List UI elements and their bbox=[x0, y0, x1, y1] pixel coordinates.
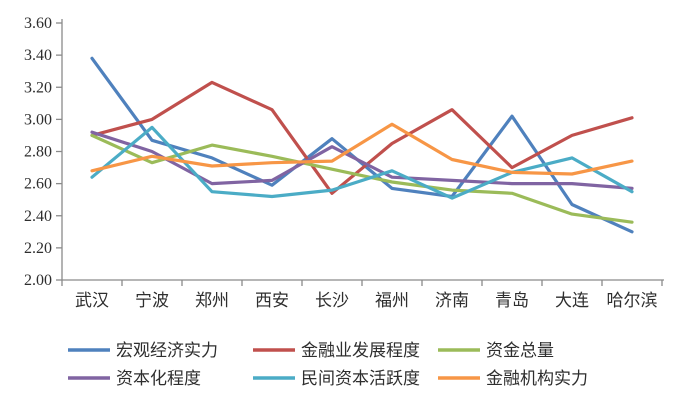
x-category-label: 大连 bbox=[555, 291, 589, 310]
y-axis: 2.00 2.20 2.40 2.60 2.80 3.00 3.20 3.40 3.60 bbox=[24, 15, 63, 289]
legend-item: 资本化程度 bbox=[68, 369, 201, 388]
legend-item: 资金总量 bbox=[438, 341, 554, 360]
y-tick-label: 3.60 bbox=[24, 15, 52, 32]
series-line-2 bbox=[90, 133, 634, 224]
x-category-label: 长沙 bbox=[315, 291, 349, 310]
y-tick-label: 2.80 bbox=[24, 144, 52, 161]
x-category-label: 宁波 bbox=[135, 291, 169, 310]
x-category-label: 西安 bbox=[255, 291, 289, 310]
y-tick-label: 2.60 bbox=[24, 176, 52, 193]
legend-label: 资金总量 bbox=[486, 341, 554, 360]
x-category-label: 武汉 bbox=[75, 291, 109, 310]
x-axis: 武汉 宁波 郑州 西安 长沙 福州 济南 青岛 大连 哈尔滨 bbox=[61, 279, 664, 310]
series-line-3 bbox=[90, 130, 634, 190]
legend-item: 宏观经济实力 bbox=[68, 341, 218, 360]
series-line-5 bbox=[90, 122, 634, 176]
legend-item: 金融机构实力 bbox=[438, 369, 588, 388]
series-line-1 bbox=[90, 80, 634, 195]
legend-label: 宏观经济实力 bbox=[116, 341, 218, 360]
y-tick-label: 3.00 bbox=[24, 111, 52, 128]
legend-label: 金融业发展程度 bbox=[301, 341, 420, 360]
legend-item: 民间资本活跃度 bbox=[253, 369, 420, 388]
legend-label: 金融机构实力 bbox=[486, 369, 588, 388]
y-tick-label: 2.40 bbox=[24, 208, 52, 225]
legend-label: 民间资本活跃度 bbox=[301, 369, 420, 388]
y-tick-label: 3.20 bbox=[24, 79, 52, 96]
x-category-label: 青岛 bbox=[495, 291, 529, 310]
y-tick-label: 3.40 bbox=[24, 47, 52, 64]
x-category-label: 哈尔滨 bbox=[607, 291, 658, 310]
series-lines bbox=[90, 56, 634, 234]
x-category-label: 济南 bbox=[435, 291, 469, 310]
legend-label: 资本化程度 bbox=[116, 369, 201, 388]
y-tick-label: 2.00 bbox=[24, 272, 52, 289]
y-tick-label: 2.20 bbox=[24, 240, 52, 257]
x-category-label: 郑州 bbox=[195, 291, 229, 310]
legend-item: 金融业发展程度 bbox=[253, 341, 420, 360]
x-category-label: 福州 bbox=[375, 291, 409, 310]
